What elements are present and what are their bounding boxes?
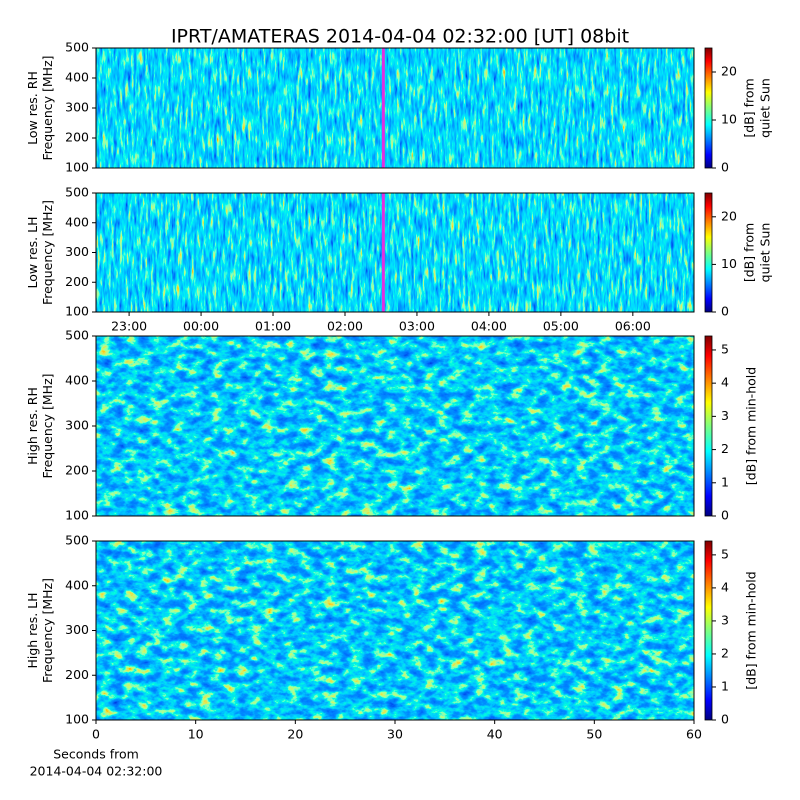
y-tick-label: 100 (65, 712, 89, 727)
colorbar-label: quiet Sun (758, 223, 773, 283)
colorbar-tick-label: 0 (721, 508, 729, 523)
colorbar-tick-label: 5 (721, 341, 729, 356)
spectrogram-image (96, 336, 694, 516)
x-axis-label: Seconds from (53, 747, 139, 762)
y-tick-label: 500 (65, 40, 89, 55)
y-axis-label: High res. RH (25, 387, 40, 465)
colorbar-tick-label: 3 (721, 612, 729, 627)
x-tick-label: 50 (586, 727, 602, 742)
y-axis-label: Frequency [MHz] (40, 200, 55, 305)
x-tick-label: 23:00 (111, 319, 147, 334)
colorbar-label: [dB] from min-hold (744, 571, 759, 689)
y-tick-label: 200 (65, 130, 89, 145)
colorbar-tick-label: 0 (721, 304, 729, 319)
colorbar-label: [dB] from (742, 223, 757, 282)
colorbar-tick-label: 20 (721, 208, 737, 223)
y-tick-label: 400 (65, 577, 89, 592)
colorbar-tick-label: 1 (721, 678, 729, 693)
x-tick-label: 05:00 (543, 319, 579, 334)
y-tick-label: 100 (65, 508, 89, 523)
colorbar-tick-label: 20 (721, 64, 737, 79)
colorbar (704, 335, 713, 517)
colorbar-tick-label: 3 (721, 408, 729, 423)
x-axis-label: 2014-04-04 02:32:00 (30, 764, 163, 779)
y-tick-label: 100 (65, 160, 89, 175)
x-tick-label: 04:00 (471, 319, 507, 334)
spectrogram-image (96, 193, 694, 312)
y-axis-label: Frequency [MHz] (40, 578, 55, 683)
x-tick-label: 0 (92, 727, 100, 742)
y-tick-label: 300 (65, 418, 89, 433)
colorbar-tick-label: 0 (721, 160, 729, 175)
colorbar-label: [dB] from (742, 78, 757, 137)
y-tick-label: 500 (65, 533, 89, 548)
x-tick-label: 03:00 (399, 319, 435, 334)
colorbar (704, 47, 713, 169)
y-tick-label: 100 (65, 304, 89, 319)
y-tick-label: 300 (65, 100, 89, 115)
y-axis-label: Frequency [MHz] (40, 373, 55, 478)
y-tick-label: 500 (65, 185, 89, 200)
colorbar (704, 540, 713, 721)
y-tick-label: 200 (65, 274, 89, 289)
colorbar-tick-label: 2 (721, 441, 729, 456)
y-axis-label: Low res. LH (25, 217, 40, 289)
y-axis-label: High res. LH (25, 592, 40, 668)
colorbar-tick-label: 10 (721, 112, 737, 127)
colorbar-tick-label: 10 (721, 256, 737, 271)
y-axis-label: Low res. RH (25, 71, 40, 145)
y-tick-label: 400 (65, 373, 89, 388)
colorbar-tick-label: 4 (721, 375, 729, 390)
x-tick-label: 40 (487, 727, 503, 742)
y-tick-label: 200 (65, 667, 89, 682)
x-tick-label: 10 (188, 727, 204, 742)
x-tick-label: 00:00 (183, 319, 219, 334)
colorbar-tick-label: 5 (721, 546, 729, 561)
spectrogram-image (96, 48, 694, 168)
x-tick-label: 60 (686, 727, 702, 742)
colorbar (704, 192, 713, 313)
colorbar-label: quiet Sun (758, 78, 773, 138)
y-tick-label: 300 (65, 244, 89, 259)
x-tick-label: 06:00 (615, 319, 651, 334)
y-tick-label: 200 (65, 463, 89, 478)
y-tick-label: 400 (65, 214, 89, 229)
x-tick-label: 02:00 (327, 319, 363, 334)
figure-title: IPRT/AMATERAS 2014-04-04 02:32:00 [UT] 0… (171, 26, 629, 48)
y-axis-label: Frequency [MHz] (40, 55, 55, 160)
y-tick-label: 300 (65, 622, 89, 637)
x-tick-label: 30 (387, 727, 403, 742)
x-tick-label: 20 (287, 727, 303, 742)
y-tick-label: 400 (65, 70, 89, 85)
y-tick-label: 500 (65, 328, 89, 343)
x-tick-label: 01:00 (255, 319, 291, 334)
colorbar-tick-label: 0 (721, 712, 729, 727)
colorbar-tick-label: 1 (721, 474, 729, 489)
spectrogram-image (96, 541, 694, 720)
colorbar-tick-label: 2 (721, 645, 729, 660)
colorbar-tick-label: 4 (721, 579, 729, 594)
colorbar-label: [dB] from min-hold (744, 367, 759, 485)
